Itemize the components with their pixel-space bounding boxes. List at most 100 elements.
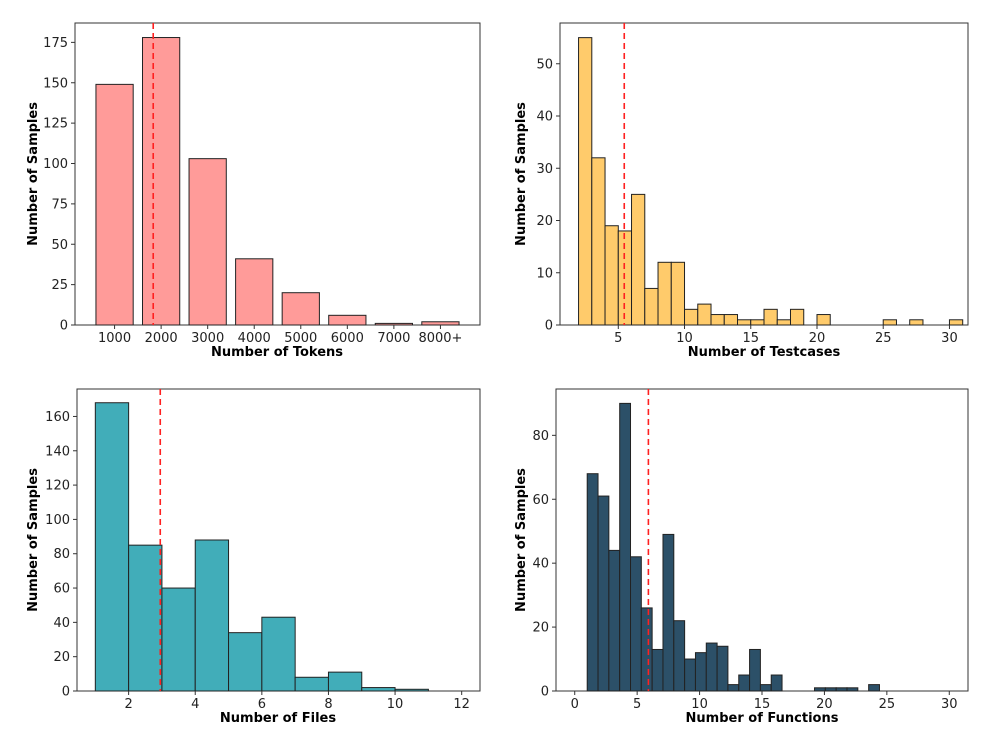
bar xyxy=(194,539,230,692)
bar xyxy=(294,676,329,692)
x-tick-label: 0 xyxy=(571,697,579,712)
x-tick-label: 12 xyxy=(453,697,470,712)
x-tick-label: 10 xyxy=(676,331,693,346)
y-tick-label: 125 xyxy=(43,117,68,132)
x-tick-label: 1000 xyxy=(98,331,131,346)
bar xyxy=(608,549,621,692)
y-axis-label: Number of Samples xyxy=(26,102,41,246)
y-tick-label: 80 xyxy=(532,429,549,444)
bar xyxy=(816,314,831,326)
bar xyxy=(737,319,752,326)
x-tick-label: 4 xyxy=(191,697,199,712)
y-ticks: 0 25 50 75 100 125 150 175 xyxy=(43,36,75,334)
bar xyxy=(684,658,696,692)
x-tick-label: 4000 xyxy=(238,331,271,346)
bar xyxy=(94,402,130,692)
bars xyxy=(578,37,964,326)
y-tick-label: 50 xyxy=(536,57,553,72)
bar xyxy=(814,687,826,692)
x-tick-label: 2 xyxy=(124,697,132,712)
bar xyxy=(694,652,707,692)
bar xyxy=(670,261,686,326)
x-tick-label: 15 xyxy=(742,331,759,346)
bar xyxy=(684,308,699,326)
y-tick-label: 40 xyxy=(53,616,70,631)
y-tick-label: 175 xyxy=(43,36,68,51)
bar xyxy=(586,473,599,692)
y-tick-label: 100 xyxy=(45,513,70,528)
bar xyxy=(759,684,772,692)
bar xyxy=(394,688,429,692)
bar xyxy=(142,37,181,326)
bar xyxy=(95,83,134,326)
bar xyxy=(361,687,396,692)
x-tick-label: 10 xyxy=(691,697,708,712)
bars xyxy=(95,37,460,326)
y-tick-label: 140 xyxy=(45,444,70,459)
files-histogram-panel: 2 4 6 8 10 12 0 20 40 60 80 100 120 140 160 Number of… xyxy=(26,388,481,726)
x-axis-label: Number of Functions xyxy=(686,711,839,726)
bar xyxy=(909,319,924,326)
y-axis-label: Number of Samples xyxy=(514,468,529,612)
bar xyxy=(651,648,664,692)
bar xyxy=(128,544,163,692)
bar xyxy=(882,319,897,326)
bar xyxy=(657,261,672,326)
y-tick-label: 25 xyxy=(51,278,68,293)
bar xyxy=(640,607,653,692)
bar xyxy=(604,225,619,326)
bars xyxy=(94,402,429,692)
bar xyxy=(716,645,729,692)
bar xyxy=(705,642,718,692)
tokens-histogram-panel: 1000 2000 3000 4000 5000 6000 7000 8000+ 0 25 50 7… xyxy=(26,22,481,360)
x-tick-label: 5 xyxy=(633,697,641,712)
bar xyxy=(235,258,274,326)
x-tick-label: 30 xyxy=(941,331,958,346)
y-axis-label: Number of Samples xyxy=(514,102,529,246)
y-tick-label: 60 xyxy=(53,582,70,597)
bar xyxy=(868,684,880,692)
y-ticks: 0 10 20 30 40 50 xyxy=(536,57,560,334)
y-tick-label: 40 xyxy=(536,110,553,125)
x-ticks: 5 10 15 20 25 30 xyxy=(614,325,958,346)
x-tick-label: 8000+ xyxy=(418,331,462,346)
bar xyxy=(619,402,632,692)
functions-histogram-panel: 0 5 10 15 20 25 30 0 20 40 60 80 Number of Functio… xyxy=(514,388,969,726)
x-tick-label: 3000 xyxy=(191,331,224,346)
bar xyxy=(776,319,791,326)
y-tick-label: 160 xyxy=(45,410,70,425)
y-tick-label: 20 xyxy=(53,650,70,665)
x-tick-label: 7000 xyxy=(377,331,410,346)
y-tick-label: 120 xyxy=(45,479,70,494)
x-tick-label: 30 xyxy=(941,697,958,712)
y-tick-label: 0 xyxy=(545,319,553,334)
bar xyxy=(644,287,659,326)
y-tick-label: 0 xyxy=(541,685,549,700)
bar xyxy=(631,193,646,326)
x-tick-label: 10 xyxy=(387,697,404,712)
bar xyxy=(597,495,610,692)
x-axis-label: Number of Tokens xyxy=(211,345,343,360)
bar xyxy=(261,616,296,692)
bars xyxy=(586,402,880,692)
bar xyxy=(327,671,363,692)
bar xyxy=(948,319,964,326)
testcases-histogram-panel: 5 10 15 20 25 30 0 10 20 30 40 50 Number of Testca… xyxy=(514,22,969,360)
bar xyxy=(710,314,725,326)
x-axis-label: Number of Files xyxy=(220,711,336,726)
bar xyxy=(578,37,593,326)
bar xyxy=(824,687,837,692)
y-tick-label: 75 xyxy=(51,197,68,212)
y-tick-label: 20 xyxy=(532,621,549,636)
bar xyxy=(835,687,848,692)
x-ticks: 1000 2000 3000 4000 5000 6000 7000 8000+ xyxy=(98,325,462,346)
x-tick-label: 25 xyxy=(879,697,896,712)
x-ticks: 0 5 10 15 20 25 30 xyxy=(571,691,958,712)
y-tick-label: 10 xyxy=(536,266,553,281)
x-tick-label: 6000 xyxy=(331,331,364,346)
bar xyxy=(697,303,712,326)
x-tick-label: 5 xyxy=(614,331,622,346)
bar xyxy=(727,684,740,692)
bar xyxy=(789,308,805,326)
